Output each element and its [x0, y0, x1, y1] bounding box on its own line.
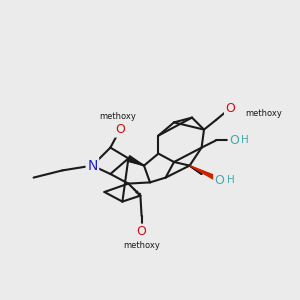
Polygon shape: [127, 156, 144, 166]
Polygon shape: [190, 166, 220, 182]
Text: N: N: [87, 159, 98, 172]
Text: H: H: [226, 175, 234, 185]
Text: methoxy: methoxy: [123, 242, 160, 250]
Text: H: H: [241, 135, 249, 146]
Text: methoxy: methoxy: [245, 110, 282, 118]
Text: methoxy: methoxy: [99, 112, 136, 121]
Text: O: O: [226, 101, 235, 115]
Text: O: O: [115, 123, 125, 136]
Text: O: O: [137, 225, 146, 238]
Text: O: O: [229, 134, 239, 147]
Text: O: O: [215, 173, 224, 187]
